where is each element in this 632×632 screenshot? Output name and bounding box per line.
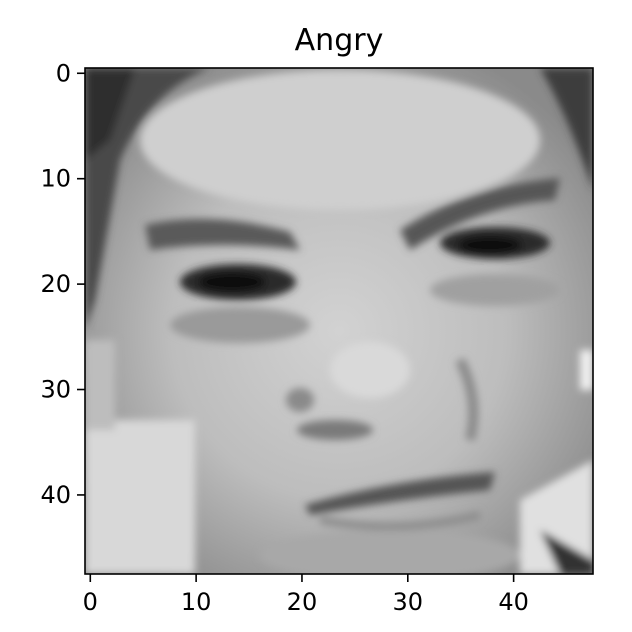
y-tick-label: 10 xyxy=(40,165,71,193)
axes-frame xyxy=(84,67,594,575)
x-tick-label: 20 xyxy=(287,588,318,616)
x-tick-label: 30 xyxy=(393,588,424,616)
face-image xyxy=(85,68,593,574)
y-tick-label: 0 xyxy=(56,59,71,87)
axis-ticks: 0 10 20 30 40 0 10 20 30 40 xyxy=(40,59,528,616)
x-tick-label: 0 xyxy=(83,588,98,616)
y-tick-label: 30 xyxy=(40,376,71,404)
y-tick-label: 40 xyxy=(40,481,71,509)
x-tick-label: 40 xyxy=(498,588,529,616)
y-tick-label: 20 xyxy=(40,270,71,298)
plot-title: Angry xyxy=(295,23,384,58)
x-tick-label: 10 xyxy=(181,588,212,616)
